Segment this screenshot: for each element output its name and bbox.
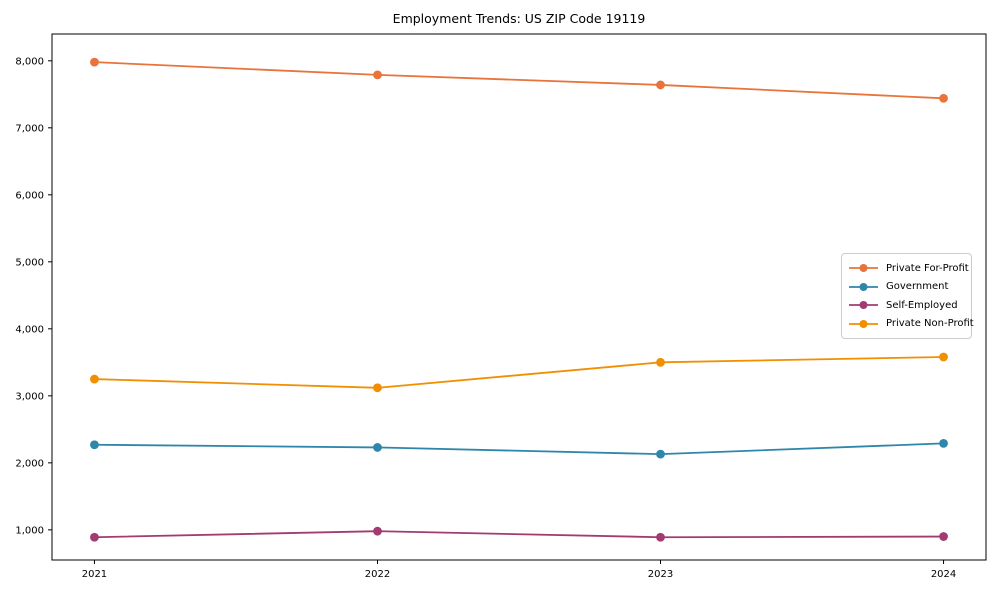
data-point-marker [373,70,382,80]
data-point-marker [373,383,382,393]
series-line [93,356,945,389]
legend-item: Private Non-Profit [849,315,974,333]
data-point-marker [373,526,382,536]
legend-line-marker-icon [849,282,878,292]
data-point-marker [656,357,665,367]
y-tick-label: 6,000 [15,190,44,201]
series-line [93,61,945,100]
y-tick-label: 3,000 [15,391,44,402]
data-point-marker [90,440,99,450]
legend-line-marker-icon [849,319,878,329]
y-tick-label: 7,000 [15,123,44,134]
legend-label: Private Non-Profit [886,318,974,330]
y-tick-label: 5,000 [15,257,44,268]
legend-item: Government [849,278,963,296]
data-point-marker [656,449,665,459]
data-point-marker [373,443,382,452]
data-point-marker [939,352,948,362]
data-point-marker [939,532,948,541]
legend-item: Self-Employed [849,296,963,314]
data-point-marker [90,57,99,67]
y-tick-label: 8,000 [15,56,44,67]
legend-label: Government [886,281,949,293]
legend-item: Private For-Profit [849,259,969,277]
chart-title: Employment Trends: US ZIP Code 19119 [392,11,646,26]
x-tick-label: 2024 [931,569,956,580]
data-point-marker [656,532,665,542]
data-point-marker [939,439,948,448]
data-point-marker [656,80,665,90]
legend: Private For-Profit Government Self-Employe… [841,253,974,339]
data-point-marker [90,374,99,384]
data-point-marker [939,93,948,103]
series-line [93,530,945,539]
y-tick-label: 2,000 [15,458,44,469]
legend-line-marker-icon [849,263,878,273]
data-point-marker [90,532,99,542]
x-tick-label: 2021 [82,569,107,580]
plot-border [51,33,987,561]
x-tick-label: 2023 [648,569,673,580]
y-tick-label: 1,000 [15,525,44,536]
series-line [93,442,945,456]
legend-label: Private For-Profit [886,262,969,274]
legend-label: Self-Employed [886,299,958,311]
x-tick-label: 2022 [365,569,390,580]
y-tick-label: 4,000 [15,324,44,335]
legend-line-marker-icon [849,300,878,310]
